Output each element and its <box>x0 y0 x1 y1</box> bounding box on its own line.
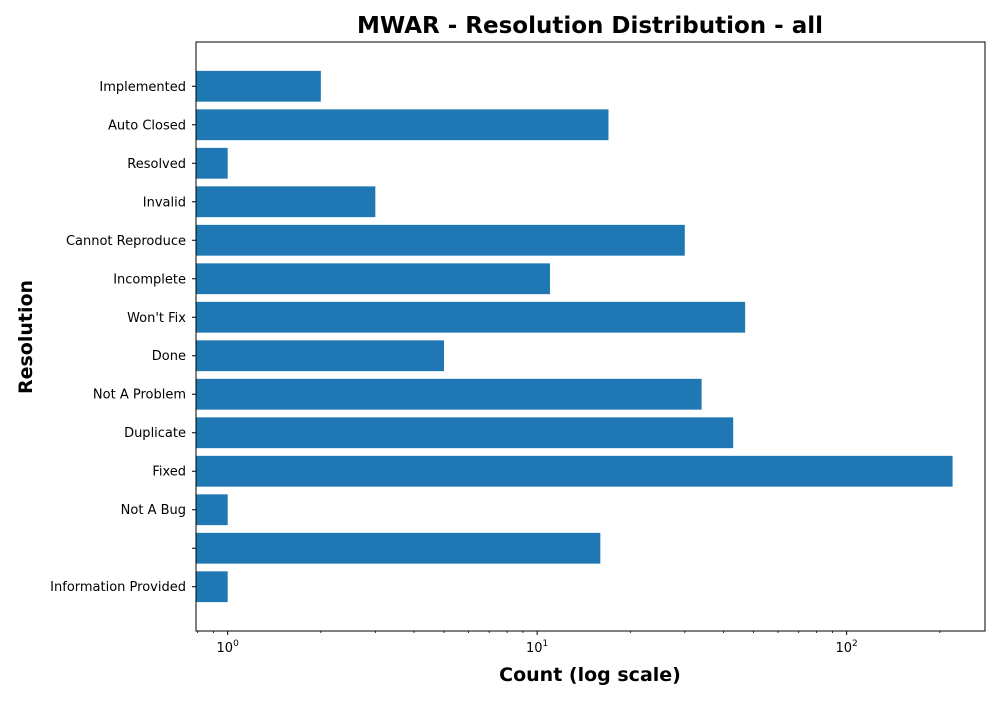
y-tick-label: Won't Fix <box>127 311 186 326</box>
x-tick-label: 102 <box>835 639 857 656</box>
x-tick-exponent: 2 <box>852 639 858 649</box>
y-tick-label: Invalid <box>143 195 186 210</box>
x-tick-base: 10 <box>835 641 852 656</box>
bar <box>196 378 702 410</box>
bar <box>196 70 321 102</box>
bar <box>196 301 746 333</box>
bar <box>196 532 601 564</box>
bar <box>196 494 228 526</box>
x-tick-exponent: 1 <box>543 639 549 649</box>
y-tick-label: Done <box>152 349 186 364</box>
bar <box>196 340 444 372</box>
x-axis-label: Count (log scale) <box>499 664 681 686</box>
y-tick-label: Duplicate <box>124 426 186 441</box>
x-tick-base: 10 <box>526 641 543 656</box>
y-tick-label: Not A Bug <box>121 503 186 518</box>
x-tick-base: 10 <box>217 641 234 656</box>
x-tick-exponent: 0 <box>233 639 239 649</box>
y-tick-label: Implemented <box>99 80 186 95</box>
y-tick-label: Information Provided <box>50 580 186 595</box>
y-tick-label: Not A Problem <box>93 388 186 403</box>
bar <box>196 417 734 449</box>
y-tick-layer: Information Provided Not A Bug Fixed Duplic… <box>50 80 196 595</box>
x-tick-label: 100 <box>217 639 240 656</box>
bar <box>196 571 228 603</box>
y-tick-label: Cannot Reproduce <box>66 234 186 249</box>
y-tick-label: Fixed <box>152 465 186 480</box>
plot-frame <box>195 41 986 632</box>
bar <box>196 186 376 218</box>
bar <box>196 455 953 487</box>
bar <box>196 224 685 256</box>
x-tick-label: 101 <box>526 639 548 656</box>
bar <box>196 263 550 295</box>
bar <box>196 147 228 179</box>
chart-title: MWAR - Resolution Distribution - all <box>357 13 823 39</box>
bar <box>196 109 609 141</box>
y-tick-label: Auto Closed <box>108 118 186 133</box>
y-tick-label: Incomplete <box>113 272 186 287</box>
y-axis-label: Resolution <box>15 280 37 394</box>
bars-layer <box>196 70 953 603</box>
x-tick-layer: 100 101 102 <box>197 631 941 656</box>
y-tick-label: Resolved <box>127 157 186 172</box>
